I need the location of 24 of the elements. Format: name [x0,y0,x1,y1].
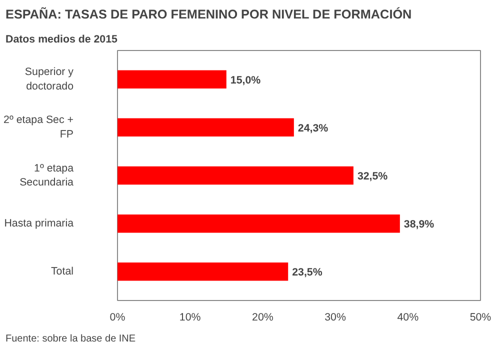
bar [118,118,294,137]
data-label: 24,3% [298,122,329,134]
x-tick-label: 20% [252,312,274,324]
bar [118,262,288,281]
bar [118,166,354,185]
data-label: 15,0% [230,74,262,86]
x-tick-label: 0% [110,312,126,324]
y-tick-label: 1º etapa Secundaria [20,162,74,189]
x-tick-label: 30% [324,312,346,324]
source-note: Fuente: sobre la base de INE [6,334,136,344]
data-label: 38,9% [404,218,435,231]
data-label: 32,5% [357,170,388,182]
data-label: 23,5% [292,266,323,279]
y-tick-label: Total [50,266,74,278]
y-tick-label: Hasta primaria [4,218,74,230]
chart-title: ESPAÑA: TASAS DE PARO FEMENINO POR NIVEL DE FORMACIÓN [6,6,412,22]
y-tick-label: 2º etapa Sec + FP [4,114,74,141]
x-tick-label: 10% [179,312,202,324]
x-tick-label: 50% [470,312,492,324]
x-tick-label: 40% [397,312,420,324]
bar [118,214,400,233]
chart-subtitle: Datos medios de 2015 [6,34,118,46]
y-tick-label: Superior y doctorado [24,66,74,93]
bar [118,70,226,88]
